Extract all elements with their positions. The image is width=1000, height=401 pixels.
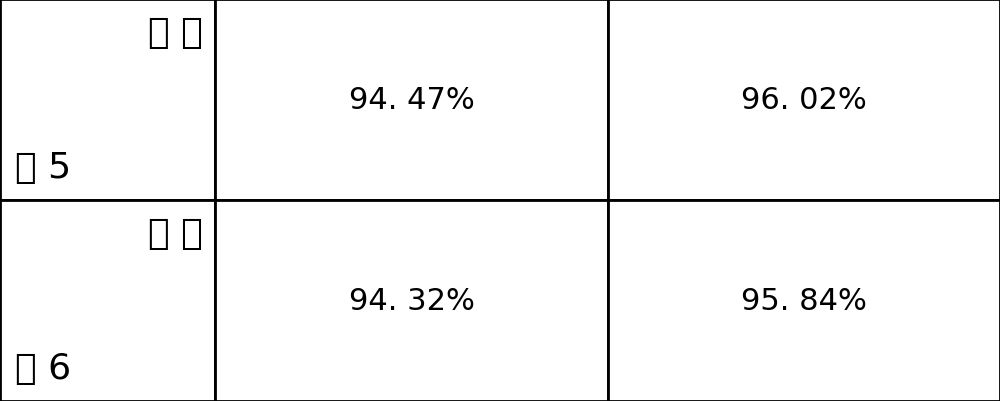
Bar — [608, 200, 1000, 401]
Text: 组 6: 组 6 — [15, 351, 71, 385]
Bar — [0, 200, 215, 401]
Bar — [0, 0, 215, 200]
Bar — [215, 200, 608, 401]
Text: 94. 47%: 94. 47% — [349, 86, 474, 115]
Bar — [215, 0, 608, 200]
Text: 组 5: 组 5 — [15, 150, 71, 184]
Text: 94. 32%: 94. 32% — [349, 286, 474, 315]
Text: 试 验: 试 验 — [148, 16, 203, 50]
Text: 试 验: 试 验 — [148, 217, 203, 251]
Text: 96. 02%: 96. 02% — [741, 86, 867, 115]
Bar — [608, 0, 1000, 200]
Text: 95. 84%: 95. 84% — [741, 286, 867, 315]
